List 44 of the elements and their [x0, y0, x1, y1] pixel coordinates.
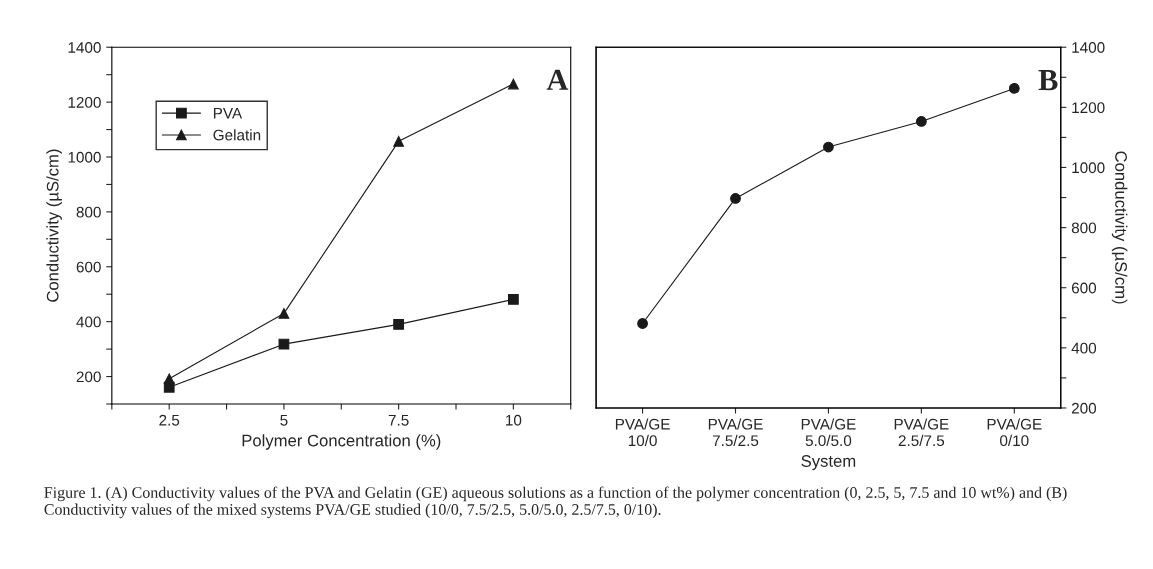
y-tick-label: 1400: [68, 42, 101, 53]
y2-tick-label: 800: [1071, 222, 1097, 234]
y2-tick-label: 1400: [1072, 42, 1105, 53]
x-tick-label: PVA/GE 2.5/7.5: [894, 418, 949, 447]
y-tick-label: 800: [76, 206, 101, 218]
x-axis-title: System: [801, 455, 856, 471]
x-tick-label: PVA/GE 10/0: [615, 418, 670, 447]
x-tick-label: 7.5: [388, 414, 409, 426]
point: [278, 308, 290, 319]
y2-tick-label: 1000: [1072, 162, 1105, 174]
y2-tick-label: 1200: [1072, 102, 1105, 114]
legend-label: Gelatin: [213, 129, 261, 141]
y2-tick-label: 600: [1071, 282, 1097, 294]
y-tick-label: 200: [76, 371, 101, 383]
y-tick-label: 400: [76, 316, 101, 328]
point: [163, 373, 175, 385]
y-tick-label: 600: [76, 261, 101, 273]
x-tick-label: 2.5: [159, 414, 180, 426]
x-tick-label: PVA/GE 7.5/2.5: [708, 418, 763, 447]
annotation: B: [1038, 70, 1058, 91]
y-axis-title: Conductivity (µS/cm): [46, 149, 62, 302]
x-tick-label: 5: [280, 414, 288, 426]
y2-tick-label: 200: [1071, 402, 1097, 414]
x-tick-label: 10: [506, 414, 522, 426]
y-tick-label: 1000: [68, 151, 101, 163]
point: [507, 294, 519, 305]
y-tick-label: 1200: [68, 96, 101, 108]
x-axis-title: Polymer Concentration (%): [242, 434, 441, 450]
y2-tick-label: 400: [1071, 342, 1097, 354]
legend-label: PVA: [213, 107, 243, 119]
point: [278, 338, 290, 350]
point: [393, 135, 405, 147]
point: [393, 319, 405, 330]
annotation: A: [546, 69, 569, 90]
point: [1008, 83, 1020, 94]
y2-axis-title: Conductivity (µS/cm): [1111, 151, 1128, 304]
x-tick-label: PVA/GE 0/10: [987, 418, 1042, 447]
point: [637, 318, 648, 329]
point: [823, 141, 834, 153]
x-tick-label: PVA/GE 5.0/5.0: [801, 418, 856, 447]
caption: Figure 1. (A) Conductivity values of the PVA and Gelatin (GE) aqueous solutions as a function of the polymer concentration (0, 2.5, 5, 7.5 and 10 wt%) and (B) Conductivity values of the mixed systems PVA/GE studied (10/0, 7.5/2.5, 5.0/5.0, 2.5/7.5, 0/10).: [44, 486, 1067, 519]
point: [915, 116, 927, 127]
point: [730, 193, 741, 204]
point: [507, 78, 519, 90]
